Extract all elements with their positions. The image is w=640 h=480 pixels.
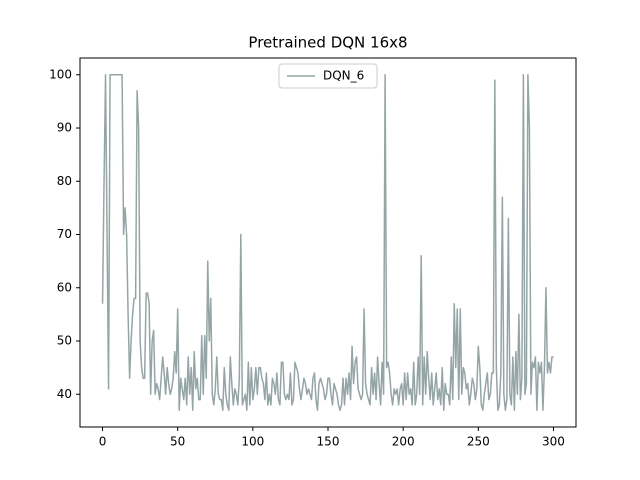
- x-tick-label: 50: [170, 435, 185, 449]
- x-tick-label: 0: [99, 435, 107, 449]
- plot-frame: [79, 57, 577, 428]
- x-tick-label: 250: [467, 435, 490, 449]
- x-tick-label: 200: [392, 435, 415, 449]
- y-tick-label: 90: [57, 121, 72, 135]
- x-tick-label: 300: [542, 435, 565, 449]
- legend-label: DQN_6: [323, 69, 364, 83]
- data-line: [101, 74, 554, 411]
- y-tick-label: 60: [57, 280, 72, 294]
- y-tick-label: 70: [57, 227, 72, 241]
- y-tick-label: 40: [57, 387, 72, 401]
- chart-title: Pretrained DQN 16x8: [248, 34, 407, 52]
- y-tick-label: 100: [49, 67, 72, 81]
- x-tick-label: 100: [241, 435, 264, 449]
- x-tick-label: 150: [317, 435, 340, 449]
- y-tick-label: 80: [57, 174, 72, 188]
- legend-box: [278, 63, 378, 89]
- y-tick-label: 50: [57, 334, 72, 348]
